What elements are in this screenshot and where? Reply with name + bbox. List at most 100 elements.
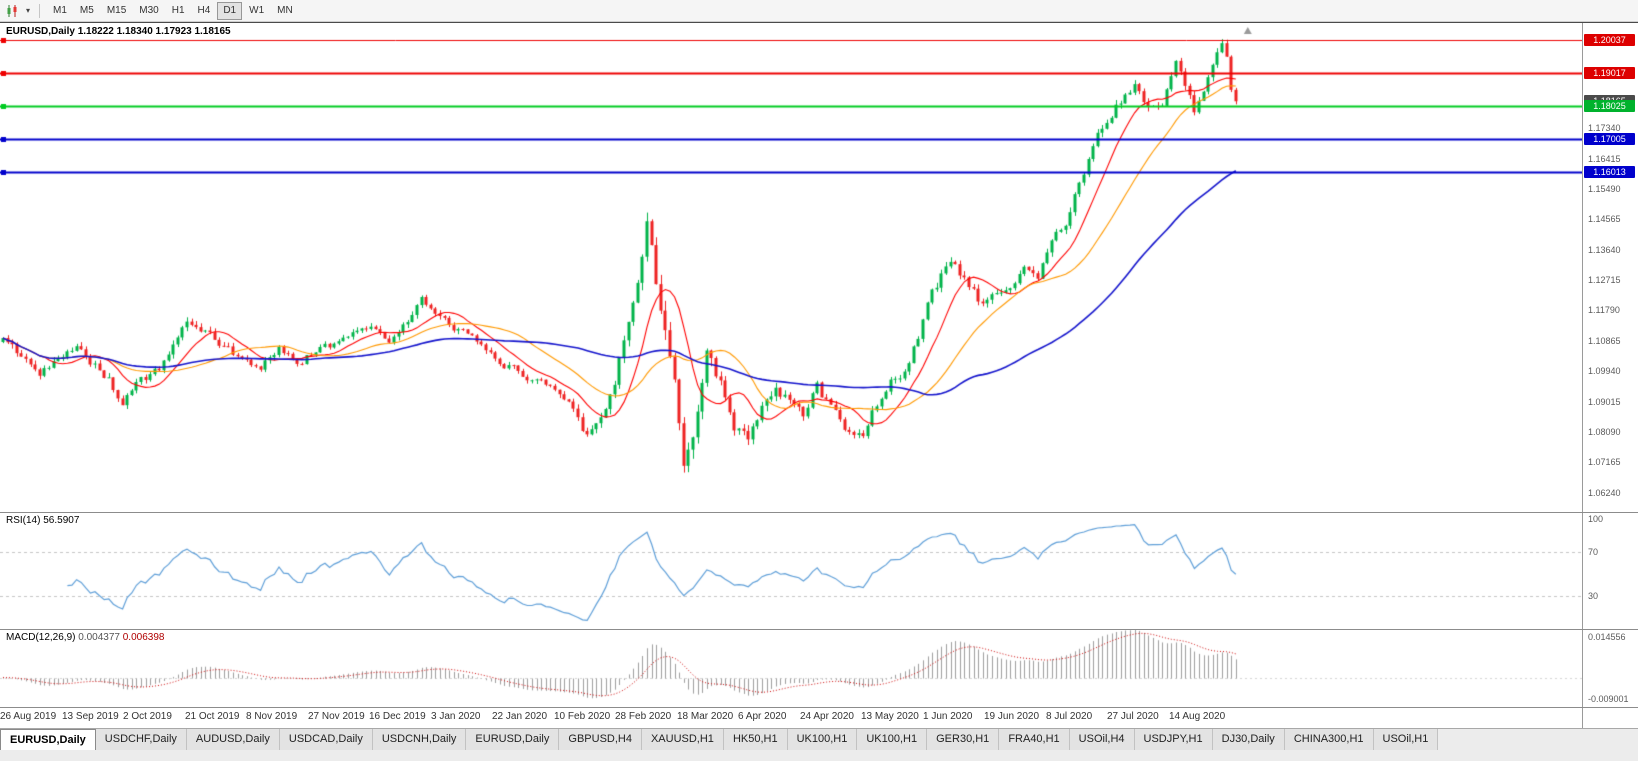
chart-tab-gbpusd-h4-6[interactable]: GBPUSD,H4 (559, 729, 642, 750)
chart-tab-fra40-h1-12[interactable]: FRA40,H1 (999, 729, 1070, 750)
candlestick-canvas[interactable] (0, 23, 1582, 512)
date-axis-label: 27 Nov 2019 (308, 711, 365, 722)
price-axis-label: 1.11790 (1588, 305, 1620, 316)
chart-tab-usdjpy-h1-14[interactable]: USDJPY,H1 (1134, 729, 1213, 750)
timeframe-button-m1[interactable]: M1 (53, 4, 67, 16)
price-axis-label: 1.17340 (1588, 123, 1621, 134)
price-axis-label: 1.10865 (1588, 335, 1621, 346)
timeframe-button-d1[interactable]: D1 (217, 1, 243, 20)
date-axis-corner (1582, 708, 1638, 728)
date-axis-label: 8 Jul 2020 (1046, 711, 1093, 722)
price-line-badge: 1.20037 (1584, 33, 1635, 46)
date-axis-label: 27 Jul 2020 (1107, 711, 1159, 722)
date-axis-label: 8 Nov 2019 (246, 711, 298, 722)
timeframe-button-m30[interactable]: M30 (139, 4, 159, 16)
date-axis-label: 3 Jan 2020 (431, 711, 481, 722)
panel-splitter[interactable] (0, 629, 1638, 630)
date-axis-label: 18 Mar 2020 (677, 711, 734, 722)
rsi-title: RSI(14) 56.5907 (6, 515, 79, 526)
chart-tab-usoil-h4-13[interactable]: USOil,H4 (1069, 729, 1135, 750)
timeframe-button-mn[interactable]: MN (277, 4, 293, 16)
chart-window: EURUSD,Daily 1.18222 1.18340 1.17923 1.1… (0, 22, 1638, 728)
rsi-canvas[interactable] (0, 513, 1582, 629)
chart-tab-china300-h1-16[interactable]: CHINA300,H1 (1284, 729, 1374, 750)
timeframe-button-h1[interactable]: H1 (171, 4, 185, 16)
chart-tab-bar: EURUSD,Daily USDCHF,Daily AUDUSD,Daily USDC… (0, 728, 1638, 761)
toolbar-separator (39, 3, 41, 18)
macd-axis-min: -0.009001 (1588, 694, 1629, 704)
date-axis-label: 6 Apr 2020 (738, 711, 787, 722)
price-axis-label: 1.12715 (1588, 275, 1621, 286)
date-axis-label: 13 Sep 2019 (62, 711, 119, 722)
date-axis-label: 22 Jan 2020 (492, 711, 548, 722)
chart-type-icon[interactable] (4, 3, 22, 19)
chart-tab-hk50-h1-8[interactable]: HK50,H1 (723, 729, 788, 750)
toolbar: ▾ M1 M5 M15 M30 H1 H4 D1 W1 MN (0, 0, 1638, 22)
chart-tab-usoil-h1-17[interactable]: USOil,H1 (1373, 729, 1439, 750)
date-axis-label: 2 Oct 2019 (123, 711, 172, 722)
price-axis-label: 1.14565 (1588, 214, 1621, 225)
rsi-value: 56.5907 (43, 515, 80, 526)
price-line-badge: 1.19017 (1584, 67, 1635, 80)
panel-splitter (0, 707, 1638, 708)
timeframe-group: M1 M5 M15 M30 H1 H4 D1 W1 MN (47, 1, 299, 20)
rsi-label: RSI(14) (6, 515, 41, 526)
macd-signal-value: 0.006398 (122, 632, 165, 643)
chart-tab-uk100-h1-9[interactable]: UK100,H1 (787, 729, 858, 750)
chart-tab-uk100-h1-10[interactable]: UK100,H1 (857, 729, 928, 750)
chart-title-symbol: EURUSD,Daily (6, 26, 75, 37)
timeframe-button-m5[interactable]: M5 (79, 4, 94, 16)
chart-tab-usdcnh-daily-4[interactable]: USDCNH,Daily (372, 729, 467, 750)
chart-tab-eurusd-daily-0[interactable]: EURUSD,Daily (0, 729, 96, 750)
rsi-axis[interactable]: 100 70 30 (1582, 513, 1638, 629)
chart-tab-usdcad-daily-3[interactable]: USDCAD,Daily (279, 729, 373, 750)
macd-title: MACD(12,26,9) 0.004377 0.006398 (6, 632, 164, 643)
rsi-axis-label: 100 (1588, 513, 1604, 524)
macd-main-value: 0.004377 (78, 632, 120, 643)
date-axis-label: 16 Dec 2019 (369, 711, 426, 722)
date-axis-label: 14 Aug 2020 (1169, 711, 1226, 722)
chart-tab-dj30-daily-15[interactable]: DJ30,Daily (1212, 729, 1285, 750)
price-axis-label: 1.15490 (1588, 184, 1621, 195)
macd-axis-max: 0.014556 (1588, 632, 1626, 642)
chart-tab-xauusd-h1-7[interactable]: XAUUSD,H1 (641, 729, 724, 750)
rsi-axis-label: 70 (1588, 546, 1599, 557)
date-axis-label: 10 Feb 2020 (554, 711, 611, 722)
macd-canvas[interactable] (0, 630, 1582, 707)
price-line-badge: 1.17005 (1584, 133, 1635, 146)
macd-axis[interactable]: 0.014556 -0.009001 (1582, 630, 1638, 707)
chart-title-ohlc: 1.18222 1.18340 1.17923 1.18165 (77, 26, 231, 37)
rsi-panel[interactable]: RSI(14) 56.5907 (0, 513, 1582, 629)
date-axis-label: 19 Jun 2020 (984, 711, 1040, 722)
date-axis-label: 21 Oct 2019 (185, 711, 240, 722)
panel-splitter[interactable] (0, 512, 1638, 513)
price-axis-label: 1.09015 (1588, 396, 1621, 407)
date-axis[interactable]: 26 Aug 2019 13 Sep 2019 2 Oct 2019 21 Oct 2… (0, 708, 1582, 728)
timeframe-button-m15[interactable]: M15 (106, 4, 127, 16)
price-axis-label: 1.06240 (1588, 487, 1621, 498)
macd-label: MACD(12,26,9) (6, 632, 76, 643)
chart-tab-audusd-daily-2[interactable]: AUDUSD,Daily (186, 729, 280, 750)
date-axis-label: 28 Feb 2020 (615, 711, 672, 722)
macd-panel[interactable]: MACD(12,26,9) 0.004377 0.006398 (0, 630, 1582, 707)
price-axis-label: 1.09940 (1588, 366, 1621, 377)
chart-title: EURUSD,Daily 1.18222 1.18340 1.17923 1.1… (6, 26, 231, 37)
date-axis-label: 13 May 2020 (861, 711, 919, 722)
chart-tab-eurusd-daily-5[interactable]: EURUSD,Daily (466, 729, 560, 750)
price-axis[interactable]: 1.17340 1.16415 1.15490 1.14565 1.13640 1.127… (1582, 23, 1638, 512)
chart-tab-usdchf-daily-1[interactable]: USDCHF,Daily (95, 729, 187, 750)
price-line-badge: 1.16013 (1584, 165, 1635, 178)
date-axis-label: 1 Jun 2020 (923, 711, 973, 722)
price-axis-label: 1.13640 (1588, 244, 1621, 255)
timeframe-button-h4[interactable]: H4 (197, 4, 211, 16)
price-axis-label: 1.07165 (1588, 457, 1621, 468)
date-axis-label: 26 Aug 2019 (0, 711, 57, 722)
timeframe-button-w1[interactable]: W1 (249, 4, 265, 16)
chart-tab-ger30-h1-11[interactable]: GER30,H1 (927, 729, 1000, 750)
price-axis-label: 1.16415 (1588, 153, 1621, 164)
date-axis-label: 24 Apr 2020 (800, 711, 854, 722)
price-axis-label: 1.08090 (1588, 426, 1621, 437)
chart-type-caret-icon[interactable]: ▾ (26, 6, 31, 15)
main-chart[interactable]: EURUSD,Daily 1.18222 1.18340 1.17923 1.1… (0, 23, 1582, 512)
